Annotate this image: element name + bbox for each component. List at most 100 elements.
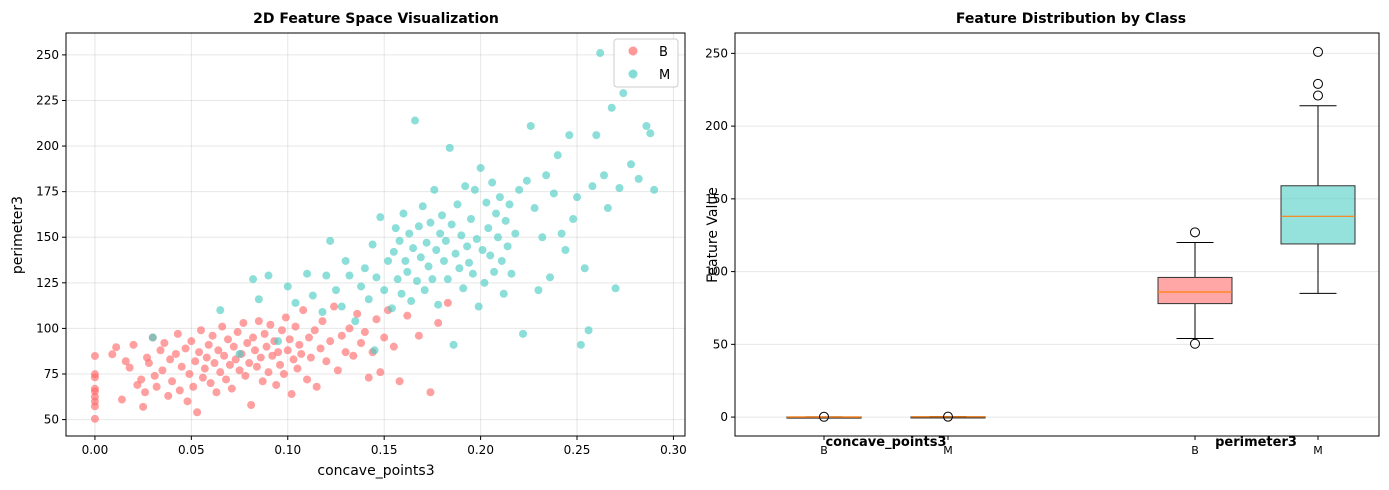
scatter-point-m — [308, 291, 317, 300]
boxplot-y-tick-label: 50 — [713, 337, 728, 351]
boxplot-marks — [786, 46, 1356, 422]
scatter-point-b — [337, 331, 346, 340]
scatter-point-b — [210, 359, 219, 368]
scatter-point-b — [262, 342, 271, 351]
scatter-point-m — [432, 246, 441, 254]
scatter-point-b — [353, 309, 362, 318]
scatter-point-b — [395, 377, 404, 386]
scatter-point-m — [600, 171, 609, 180]
scatter-point-m — [495, 193, 504, 202]
scatter-point-b — [274, 348, 283, 357]
scatter-y-tick-label: 125 — [36, 276, 59, 290]
scatter-point-m — [476, 163, 485, 172]
scatter-point-m — [322, 271, 331, 280]
scatter-point-b — [330, 302, 339, 311]
scatter-point-m — [391, 224, 400, 233]
scatter-point-b — [206, 379, 215, 388]
scatter-x-ticks: 0.00 0.05 0.10 0.15 0.20 0.25 0.30 — [82, 436, 687, 457]
scatter-point-b — [285, 335, 294, 344]
scatter-point-b — [287, 390, 296, 399]
boxplot-y-ticks: 0 50 100 150 200 250 — [705, 46, 735, 424]
boxplot-x-tick-label: B — [820, 444, 828, 457]
scatter-point-m — [443, 275, 452, 284]
scatter-point-b — [341, 348, 350, 357]
scatter-point-m — [497, 256, 506, 265]
scatter-point-m — [569, 215, 578, 223]
scatter-point-m — [650, 185, 659, 194]
scatter-point-b — [168, 377, 177, 386]
scatter-point-m — [592, 131, 601, 140]
boxplot-group-label-perimeter3: perimeter3 — [1215, 435, 1297, 450]
scatter-point-m — [455, 264, 464, 273]
scatter-point-m — [445, 143, 454, 152]
scatter-point-b — [306, 353, 315, 362]
scatter-point-m — [397, 289, 406, 298]
scatter-point-m — [424, 262, 433, 271]
scatter-point-b — [389, 342, 398, 351]
scatter-point-m — [403, 267, 412, 276]
scatter-point-m — [370, 346, 379, 355]
scatter-point-m — [414, 222, 423, 231]
scatter-point-b — [372, 315, 381, 324]
scatter-point-b — [173, 329, 182, 338]
boxplot-x-tick-label: M — [1313, 444, 1323, 457]
scatter-point-m — [264, 271, 273, 280]
scatter-point-m — [474, 302, 483, 311]
scatter-point-b — [266, 320, 275, 329]
legend-marker-m — [628, 69, 638, 79]
scatter-point-m — [345, 271, 354, 280]
scatter-point-m — [337, 302, 346, 311]
scatter-y-tick-label: 50 — [44, 413, 59, 427]
boxplot-box-perimeter3-m — [1280, 185, 1356, 245]
scatter-point-m — [546, 273, 555, 282]
scatter-point-b — [252, 362, 261, 371]
boxplot-outlier — [1313, 78, 1323, 89]
scatter-point-m — [395, 236, 404, 245]
scatter-point-b — [316, 344, 325, 353]
scatter-point-m — [484, 224, 493, 233]
scatter-point-b — [293, 364, 302, 373]
scatter-point-m — [441, 236, 450, 245]
scatter-point-b — [333, 366, 342, 375]
scatter-point-b — [260, 329, 269, 338]
scatter-point-m — [457, 231, 466, 240]
scatter-point-m — [459, 284, 468, 293]
boxplot-grid — [735, 52, 1379, 418]
scatter-point-b — [144, 359, 153, 368]
scatter-point-m — [291, 298, 300, 307]
scatter-y-tick-label: 200 — [36, 139, 59, 153]
scatter-point-m — [364, 295, 373, 304]
boxplot-y-tick-label: 150 — [705, 192, 728, 206]
scatter-point-b — [297, 349, 306, 358]
scatter-x-tick-label: 0.15 — [371, 443, 398, 457]
scatter-point-b — [233, 328, 242, 337]
scatter-point-b — [376, 368, 385, 377]
boxplot-x-tick-label: M — [943, 444, 953, 457]
scatter-point-b — [256, 353, 265, 362]
scatter-y-tick-label: 100 — [36, 321, 59, 335]
scatter-point-b — [247, 401, 256, 409]
scatter-point-b — [129, 340, 138, 349]
scatter-point-m — [368, 240, 377, 249]
scatter-point-m — [372, 273, 381, 282]
scatter-point-m — [466, 215, 475, 223]
scatter-point-b — [304, 333, 313, 342]
scatter-point-m — [389, 247, 398, 256]
scatter-point-m — [493, 233, 502, 242]
scatter-point-m — [588, 182, 597, 191]
scatter-point-b — [279, 370, 288, 378]
scatter-point-b — [281, 313, 290, 322]
scatter-point-b — [90, 414, 99, 423]
scatter-point-m — [480, 278, 489, 287]
scatter-point-m — [511, 229, 520, 238]
scatter-point-m — [534, 286, 543, 295]
scatter-point-b — [117, 395, 126, 404]
scatter-point-m — [426, 218, 435, 227]
scatter-point-m — [399, 209, 408, 218]
scatter-point-b — [166, 355, 175, 364]
scatter-point-b — [187, 337, 196, 346]
scatter-point-b — [312, 382, 321, 391]
scatter-point-m — [387, 304, 396, 313]
